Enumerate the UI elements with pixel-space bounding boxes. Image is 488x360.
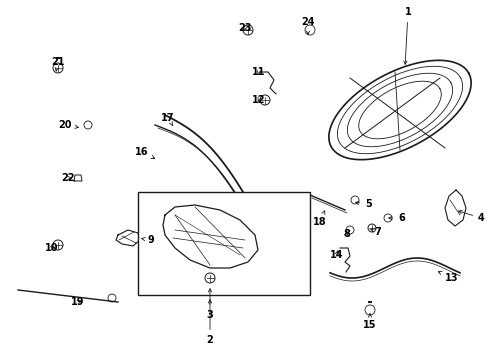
Text: 21: 21 bbox=[51, 57, 64, 71]
Polygon shape bbox=[328, 60, 470, 160]
Text: 11: 11 bbox=[251, 67, 265, 77]
Text: 9: 9 bbox=[142, 235, 154, 245]
Text: 14: 14 bbox=[329, 250, 343, 260]
Polygon shape bbox=[163, 205, 258, 268]
Polygon shape bbox=[116, 230, 140, 246]
Text: 18: 18 bbox=[312, 211, 326, 227]
Text: 24: 24 bbox=[301, 17, 314, 34]
Text: 15: 15 bbox=[363, 314, 376, 330]
Text: 3: 3 bbox=[206, 289, 213, 320]
Text: 7: 7 bbox=[370, 227, 381, 237]
Text: 12: 12 bbox=[251, 95, 265, 105]
Text: 17: 17 bbox=[161, 113, 174, 126]
Text: 22: 22 bbox=[61, 173, 75, 183]
Text: 16: 16 bbox=[134, 147, 154, 158]
Text: 10: 10 bbox=[45, 243, 59, 253]
Text: 5: 5 bbox=[355, 199, 371, 209]
Text: 2: 2 bbox=[206, 300, 213, 345]
Text: 8: 8 bbox=[342, 229, 349, 239]
Text: 4: 4 bbox=[458, 211, 484, 223]
Text: 1: 1 bbox=[403, 7, 410, 64]
Text: 23: 23 bbox=[238, 23, 251, 33]
Text: 19: 19 bbox=[71, 297, 84, 307]
Text: 6: 6 bbox=[388, 213, 404, 223]
Polygon shape bbox=[444, 190, 465, 226]
Text: 13: 13 bbox=[437, 271, 458, 283]
FancyBboxPatch shape bbox=[138, 192, 309, 295]
Text: 20: 20 bbox=[58, 120, 78, 130]
